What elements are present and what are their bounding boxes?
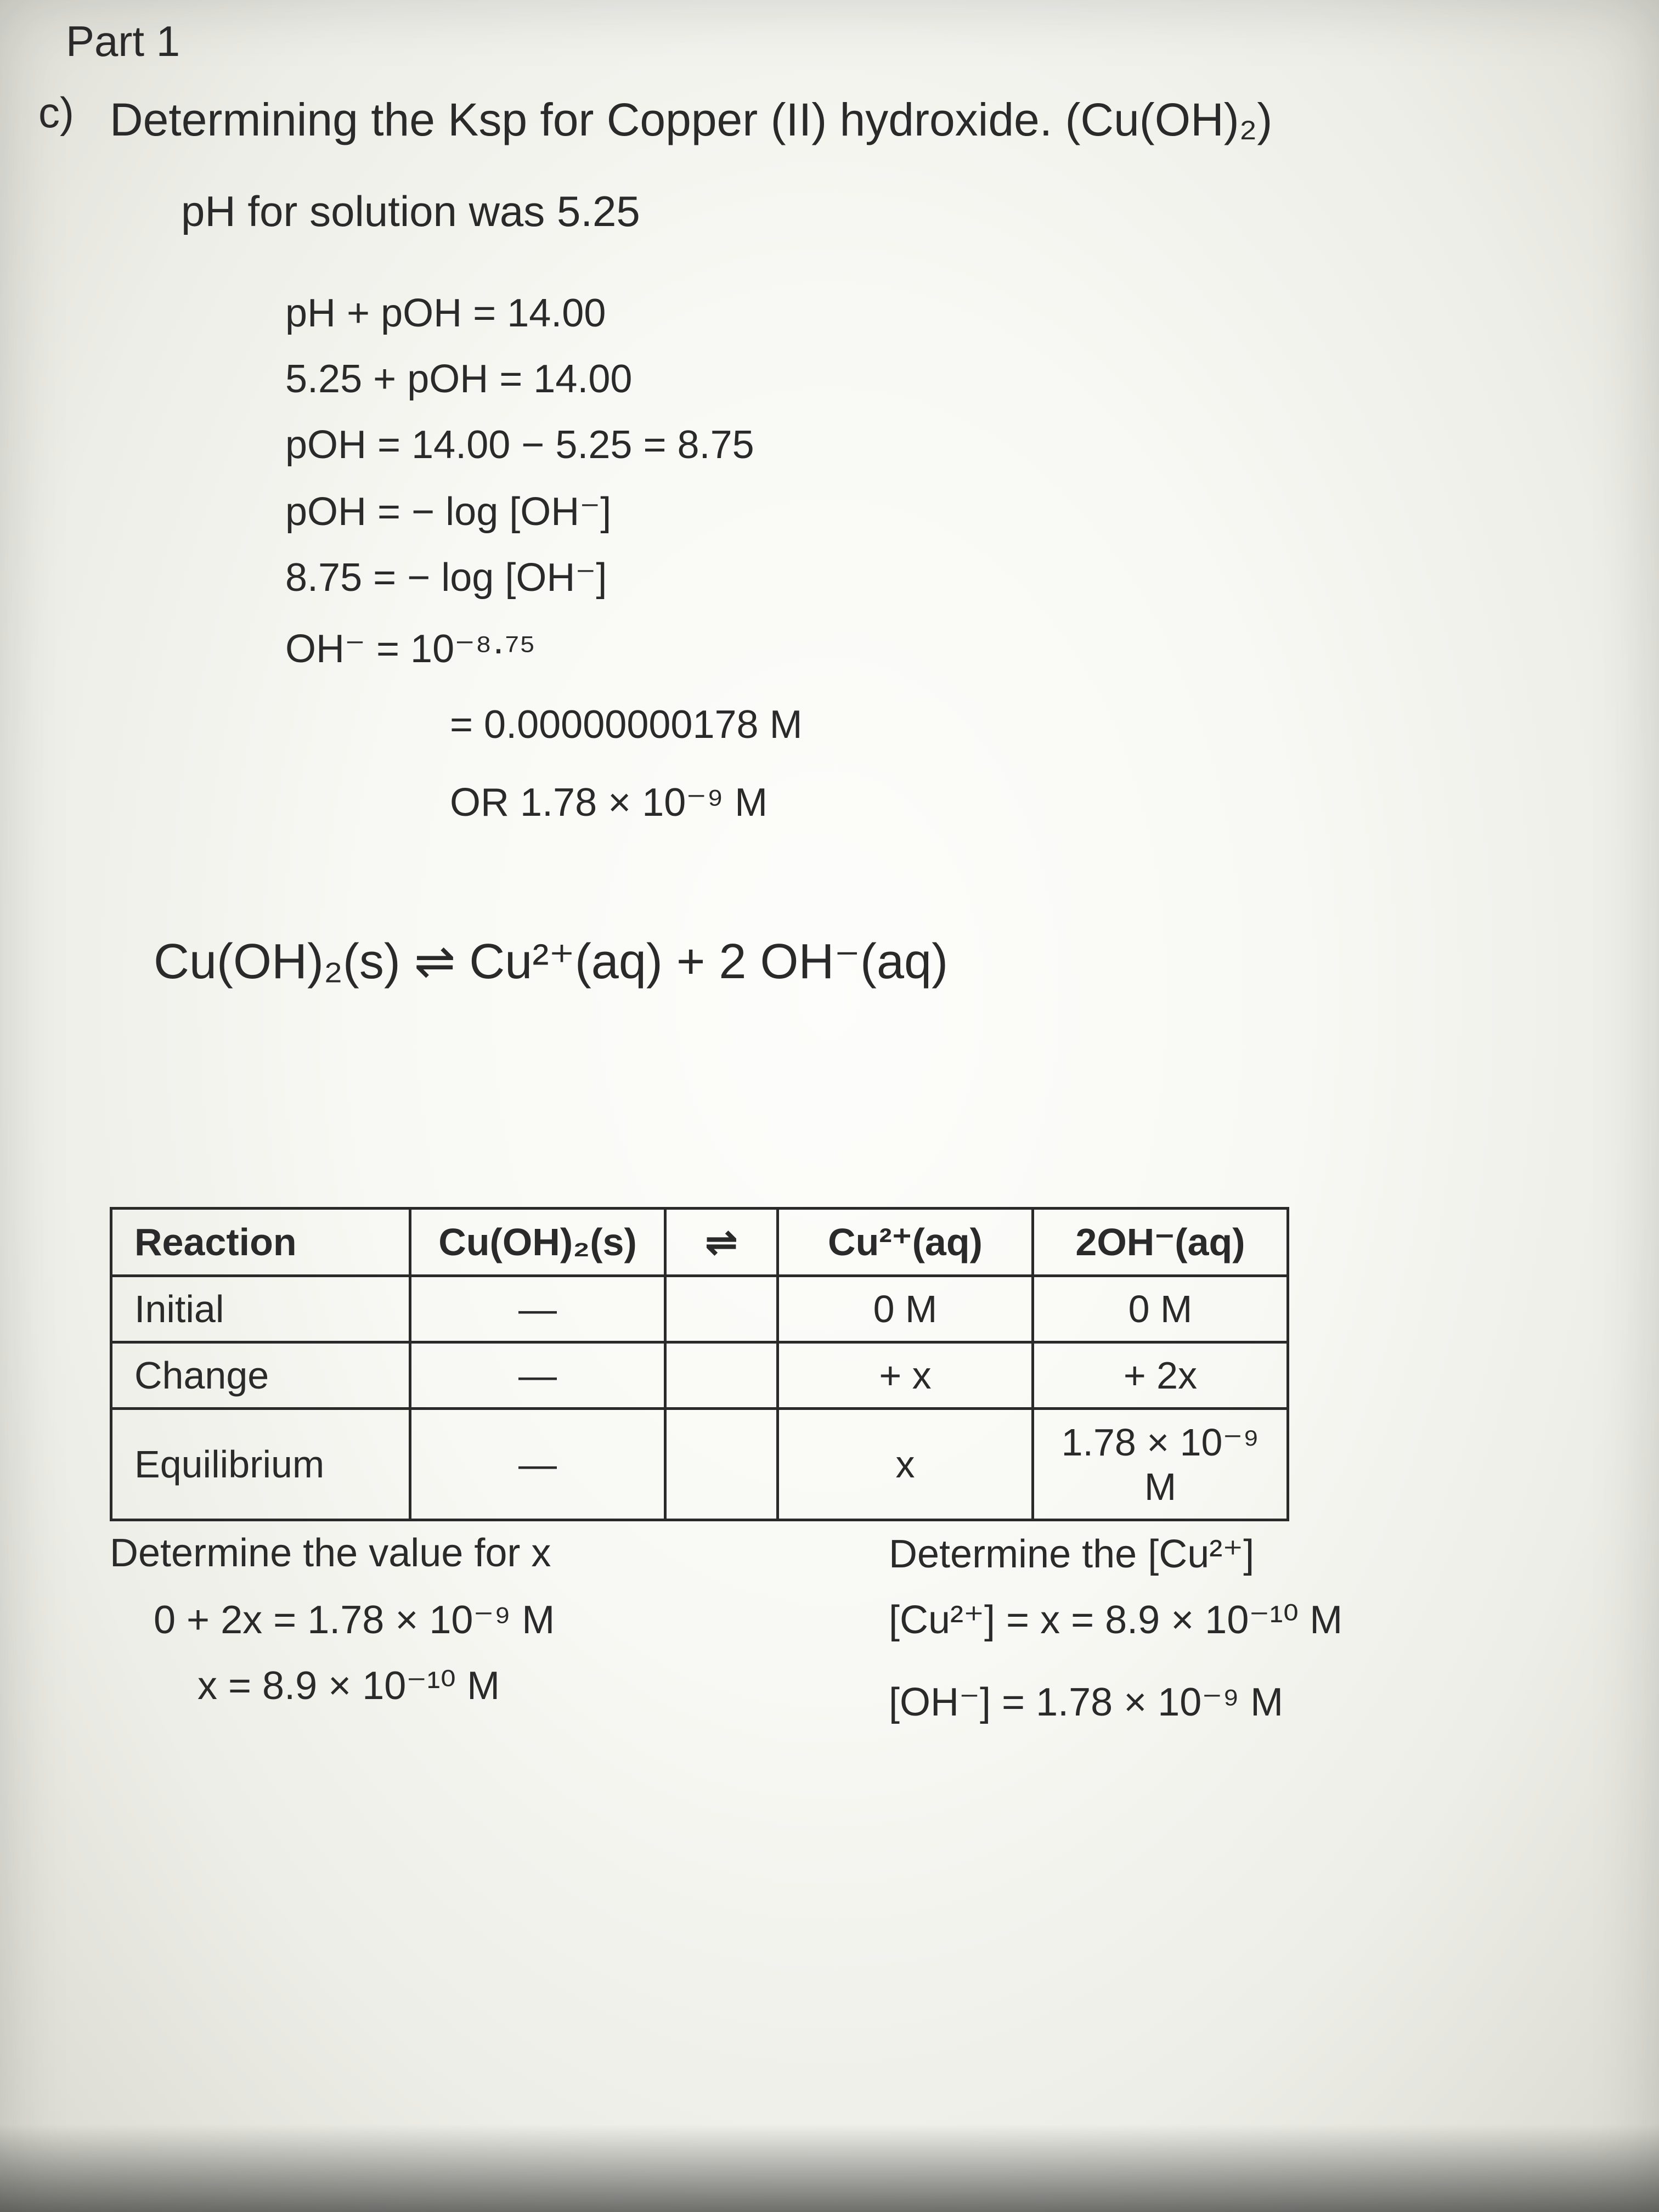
calc-line-3: pOH = 14.00 − 5.25 = 8.75 <box>285 422 754 467</box>
solve-cu-l1: [Cu²⁺] = x = 8.9 × 10⁻¹⁰ M <box>889 1596 1342 1643</box>
ice-initial-c1: — <box>410 1276 665 1342</box>
ice-change-c2: + x <box>778 1342 1033 1409</box>
ice-initial-label: Initial <box>111 1276 410 1342</box>
ph-statement: pH for solution was 5.25 <box>181 187 640 236</box>
ice-initial-arrow <box>665 1276 778 1342</box>
paper-sheet: Part 1 c) Determining the Ksp for Copper… <box>0 0 1659 2212</box>
part-label: Part 1 <box>66 16 180 66</box>
calc-line-2: 5.25 + pOH = 14.00 <box>285 357 632 402</box>
solve-cu-l2: [OH⁻] = 1.78 × 10⁻⁹ M <box>889 1679 1283 1725</box>
solve-cu-title: Determine the [Cu²⁺] <box>889 1531 1254 1577</box>
ice-head-c3: 2OH⁻(aq) <box>1033 1209 1288 1276</box>
ice-equil-c3: 1.78 × 10⁻⁹ M <box>1033 1409 1288 1520</box>
ice-equil-label: Equilibrium <box>111 1409 410 1520</box>
calc-line-8: OR 1.78 × 10⁻⁹ M <box>450 779 768 825</box>
ice-change-c3: + 2x <box>1033 1342 1288 1409</box>
ice-table: Reaction Cu(OH)₂(s) ⇌ Cu²⁺(aq) 2OH⁻(aq) … <box>110 1207 1289 1521</box>
calc-line-5: 8.75 = − log [OH⁻] <box>285 554 607 600</box>
equilibrium-equation: Cu(OH)₂(s) ⇌ Cu²⁺(aq) + 2 OH⁻(aq) <box>154 933 948 990</box>
ice-head-c1: Cu(OH)₂(s) <box>410 1209 665 1276</box>
calc-line-4: pOH = − log [OH⁻] <box>285 488 611 534</box>
ice-equil-arrow <box>665 1409 778 1520</box>
calc-line-7: = 0.00000000178 M <box>450 702 803 747</box>
ice-change-arrow <box>665 1342 778 1409</box>
calc-line-6: OH⁻ = 10⁻⁸·⁷⁵ <box>285 625 535 672</box>
solve-x-l2: x = 8.9 × 10⁻¹⁰ M <box>198 1662 500 1708</box>
ice-change-label: Change <box>111 1342 410 1409</box>
ice-change-c1: — <box>410 1342 665 1409</box>
bottom-shadow <box>0 2124 1659 2212</box>
solve-x-title: Determine the value for x <box>110 1531 551 1576</box>
item-label: c) <box>38 88 74 138</box>
calc-line-1: pH + pOH = 14.00 <box>285 291 606 336</box>
ice-equil-c2: x <box>778 1409 1033 1520</box>
page-title: Determining the Ksp for Copper (II) hydr… <box>110 93 1272 146</box>
ice-head-reaction: Reaction <box>111 1209 410 1276</box>
ice-equil-c1: — <box>410 1409 665 1520</box>
solve-x-l1: 0 + 2x = 1.78 × 10⁻⁹ M <box>154 1596 555 1643</box>
ice-initial-c2: 0 M <box>778 1276 1033 1342</box>
ice-initial-c3: 0 M <box>1033 1276 1288 1342</box>
ice-head-arrow: ⇌ <box>665 1209 778 1276</box>
ice-head-c2: Cu²⁺(aq) <box>778 1209 1033 1276</box>
